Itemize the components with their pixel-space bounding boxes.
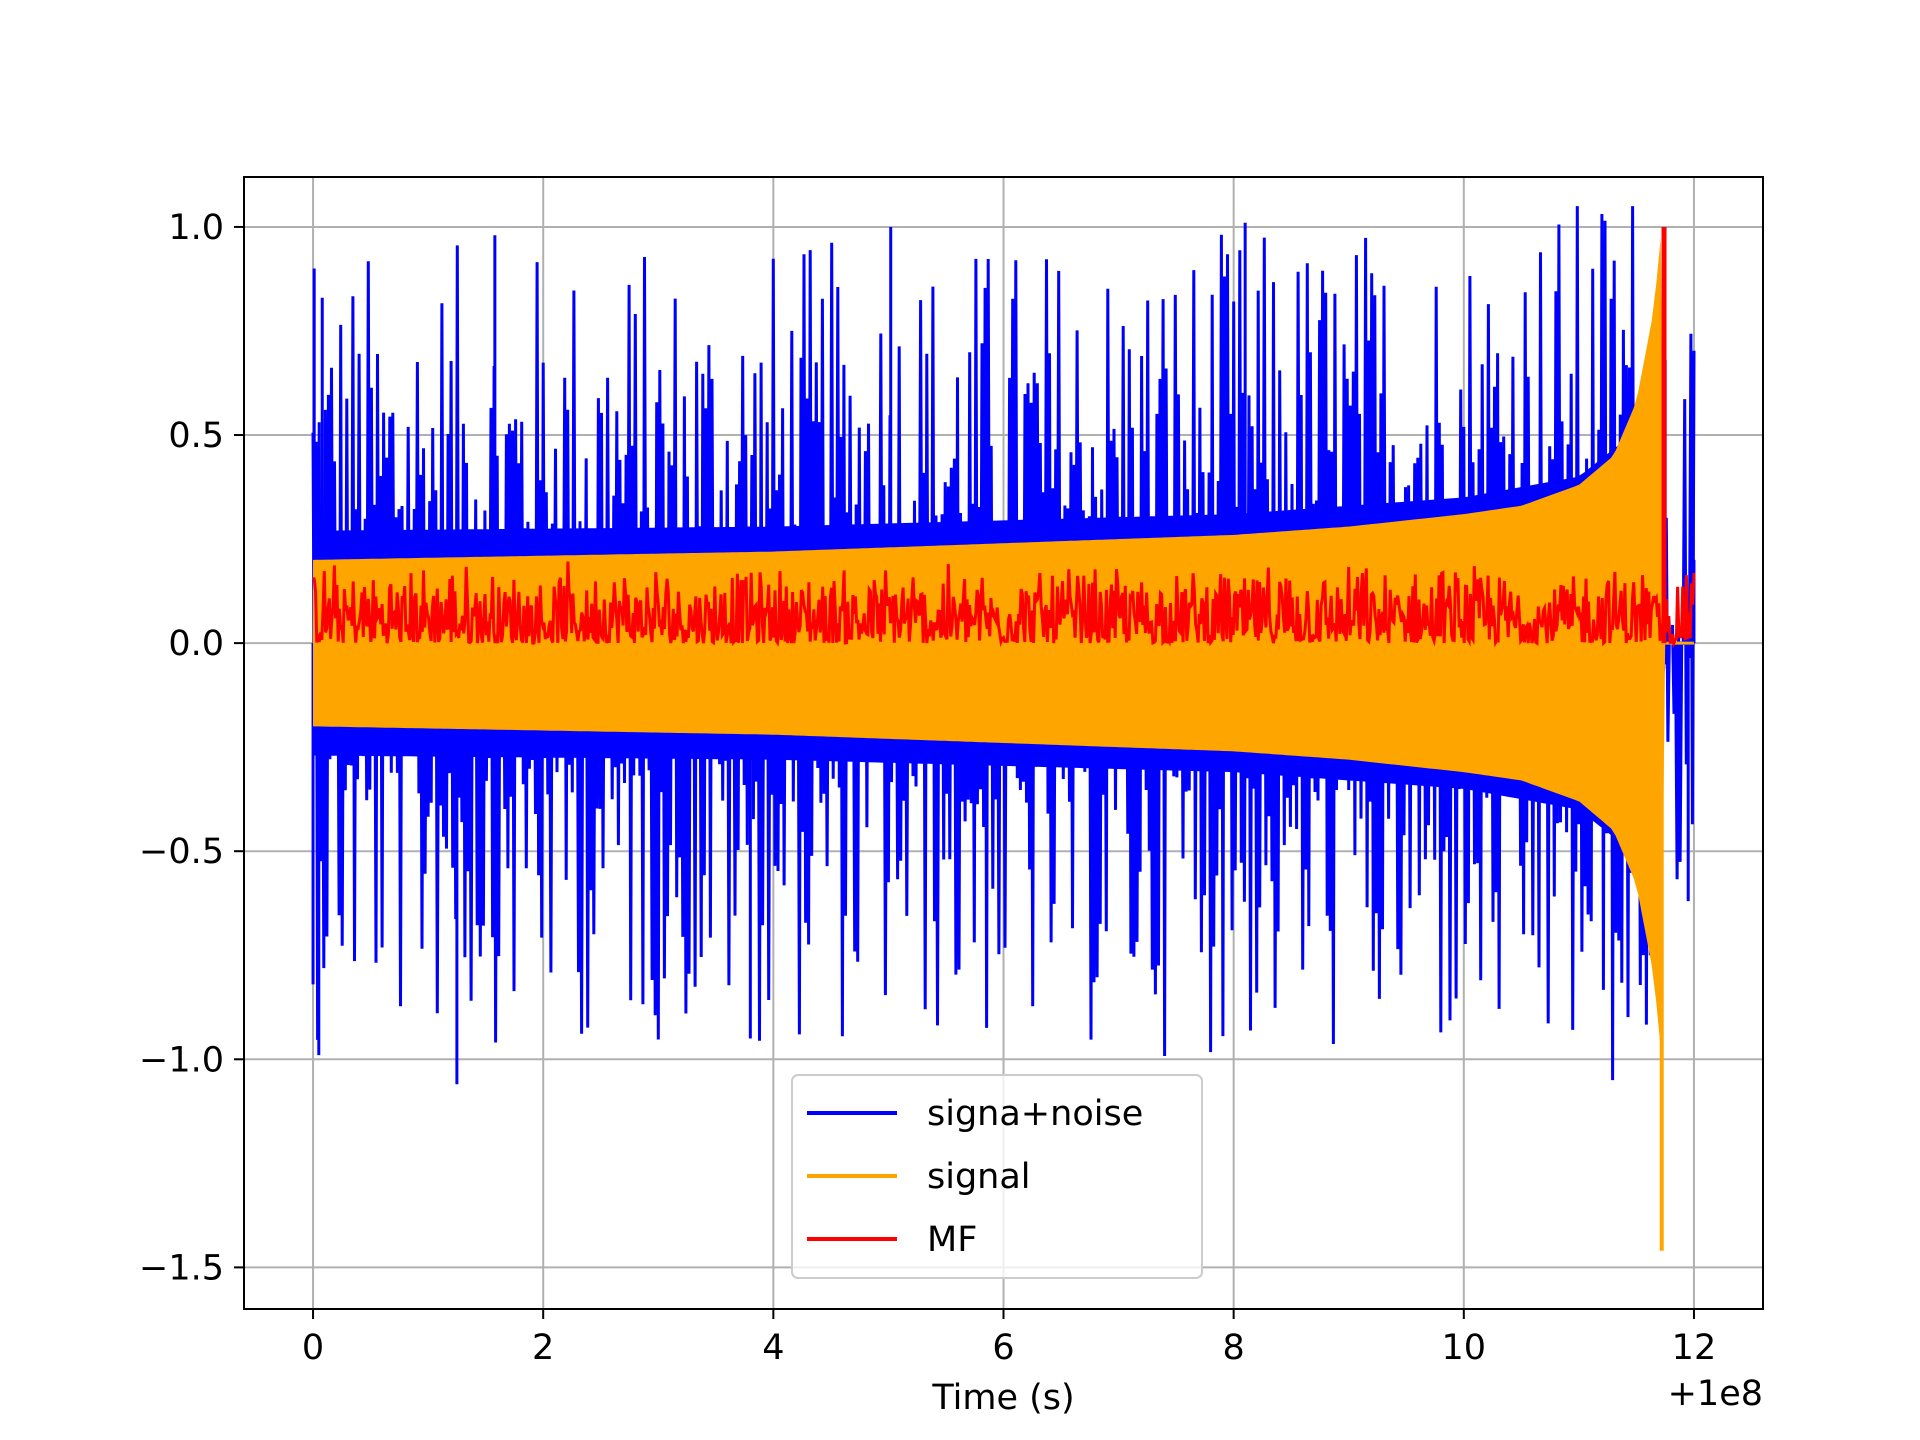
legend-label: signal [927,1157,1031,1197]
legend-label: signa+noise [927,1094,1143,1134]
y-tick-label: −1.0 [139,1040,224,1080]
y-tick-label: 0.5 [168,416,224,456]
x-tick-label: 2 [532,1328,554,1368]
legend-label: MF [927,1220,977,1260]
legend-box [791,1074,1203,1279]
x-tick-label: 0 [302,1328,324,1368]
x-axis-label: Time (s) [931,1378,1074,1418]
x-offset-label: +1e8 [1668,1374,1763,1414]
y-tick-label: −1.5 [139,1248,224,1288]
x-tick-label: 10 [1442,1328,1487,1368]
legend: signa+noise signal MF [791,1074,1203,1279]
ticks: 0 2 4 6 8 10 12 1.0 0.5 0.0 −0.5 −1.0 −1.5 [139,208,1716,1368]
data-series [311,206,1696,1251]
series-line-mf [311,561,1696,649]
y-tick-label: −0.5 [139,832,224,872]
y-tick-label: 1.0 [168,208,224,248]
x-tick-label: 4 [762,1328,784,1368]
y-tick-label: 0.0 [168,624,224,664]
x-tick-label: 6 [992,1328,1014,1368]
x-tick-label: 8 [1223,1328,1245,1368]
x-tick-label: 12 [1672,1328,1717,1368]
series-area-signal [313,237,1666,1049]
